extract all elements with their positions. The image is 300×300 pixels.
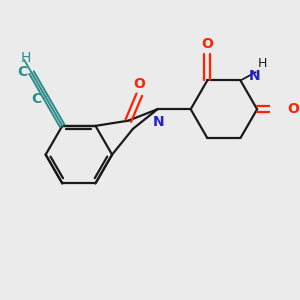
- Text: H: H: [258, 57, 267, 70]
- Text: O: O: [133, 77, 145, 91]
- Text: N: N: [249, 69, 260, 83]
- Text: C: C: [31, 92, 41, 106]
- Text: O: O: [201, 37, 213, 51]
- Text: C: C: [18, 65, 28, 79]
- Text: O: O: [288, 102, 299, 116]
- Text: H: H: [21, 51, 31, 65]
- Text: N: N: [153, 115, 165, 129]
